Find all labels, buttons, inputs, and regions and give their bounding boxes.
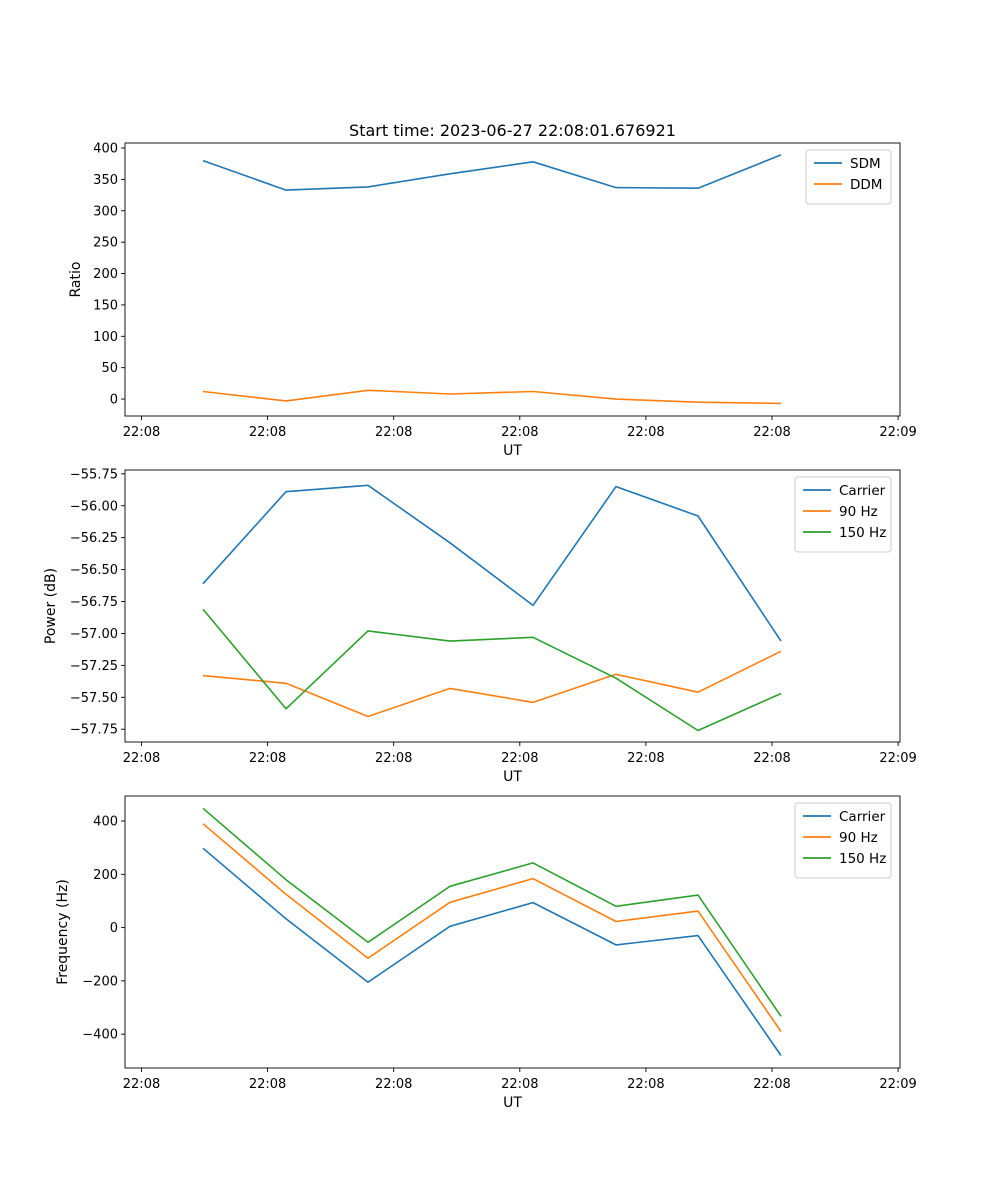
- x-tick-label: 22:08: [375, 1077, 412, 1092]
- legend: SDM DDM: [805, 149, 892, 205]
- x-tick-label: 22:08: [627, 1077, 664, 1092]
- x-tick-label: 22:08: [753, 1077, 790, 1092]
- legend-label: Carrier: [839, 809, 886, 825]
- y-tick-label: 0: [110, 921, 118, 936]
- x-tick-label: 22:08: [501, 751, 538, 766]
- y-axis-label: Ratio: [68, 262, 84, 298]
- legend-label: DDM: [850, 177, 882, 193]
- subplot-1: 22:08 22:08 22:08 22:08 22:08 22:08 22:09 0 50 10…: [68, 142, 917, 459]
- y-tick-label: −57.50: [70, 691, 118, 706]
- series-line-1: [202, 484, 782, 642]
- y-tick-label: 350: [93, 173, 118, 188]
- subplot-2: 22:08 22:08 22:08 22:08 22:08 22:08 22:09 −57.7…: [43, 467, 917, 785]
- y-tick-label: −200: [82, 974, 118, 989]
- y-tick-label: 100: [93, 330, 118, 345]
- x-tick-label: 22:08: [501, 1077, 538, 1092]
- y-tick-label: 400: [93, 142, 118, 157]
- series-line-3: [202, 608, 782, 732]
- series-line-1: [202, 154, 782, 191]
- x-tick-label: 22:08: [123, 751, 160, 766]
- x-tick-label: 22:08: [249, 425, 286, 440]
- series-line-3: [202, 807, 782, 1017]
- y-tick-label: −57.00: [70, 627, 118, 642]
- y-tick-label: 50: [101, 361, 118, 376]
- x-tick-label: 22:09: [879, 1077, 916, 1092]
- axes-frame: [124, 469, 901, 743]
- legend-label: 90 Hz: [839, 830, 878, 846]
- y-axis-label: Frequency (Hz): [55, 879, 71, 985]
- x-tick-label: 22:08: [123, 425, 160, 440]
- x-tick-label: 22:08: [123, 1077, 160, 1092]
- y-tick-label: −55.75: [70, 467, 118, 482]
- legend-box: [794, 476, 892, 553]
- axes-frame: [124, 795, 901, 1069]
- x-tick-label: 22:08: [249, 1077, 286, 1092]
- x-tick-label: 22:08: [375, 751, 412, 766]
- legend-label: SDM: [850, 156, 881, 172]
- x-tick-label: 22:08: [501, 425, 538, 440]
- x-axis-label: UT: [503, 443, 522, 459]
- legend-label: 150 Hz: [839, 851, 886, 867]
- y-tick-label: −56.50: [70, 563, 118, 578]
- x-axis-label: UT: [503, 769, 522, 785]
- legend-box: [794, 802, 892, 879]
- legend-label: 90 Hz: [839, 504, 878, 520]
- y-tick-label: 200: [93, 267, 118, 282]
- x-tick-label: 22:09: [879, 751, 916, 766]
- y-tick-label: 300: [93, 204, 118, 219]
- legend: Carrier 90 Hz 150 Hz: [794, 802, 892, 879]
- x-tick-label: 22:08: [627, 425, 664, 440]
- y-tick-label: 200: [93, 868, 118, 883]
- y-tick-label: 0: [110, 393, 118, 408]
- y-tick-label: −57.25: [70, 659, 118, 674]
- series-line-2: [202, 389, 782, 405]
- y-tick-label: 400: [93, 815, 118, 830]
- y-tick-label: −56.25: [70, 531, 118, 546]
- legend-label: Carrier: [839, 483, 886, 499]
- series-line-1: [202, 847, 782, 1056]
- y-tick-label: −56.75: [70, 595, 118, 610]
- series-line-2: [202, 650, 782, 718]
- y-tick-label: −57.75: [70, 723, 118, 738]
- x-tick-label: 22:08: [753, 425, 790, 440]
- x-tick-label: 22:08: [627, 751, 664, 766]
- y-tick-label: −400: [82, 1028, 118, 1043]
- legend-label: 150 Hz: [839, 525, 886, 541]
- axes-frame: [124, 142, 901, 417]
- x-tick-label: 22:08: [249, 751, 286, 766]
- series-line-2: [202, 823, 782, 1032]
- y-tick-label: −56.00: [70, 499, 118, 514]
- subplot-3: 22:08 22:08 22:08 22:08 22:08 22:08 22:09 −400 −…: [55, 795, 917, 1111]
- x-axis-label: UT: [503, 1095, 522, 1111]
- figure-title: Start time: 2023-06-27 22:08:01.676921: [349, 121, 676, 140]
- y-axis-label: Power (dB): [43, 568, 59, 644]
- x-tick-label: 22:08: [753, 751, 790, 766]
- y-tick-label: 250: [93, 236, 118, 251]
- x-tick-label: 22:08: [375, 425, 412, 440]
- legend: Carrier 90 Hz 150 Hz: [794, 476, 892, 553]
- y-tick-label: 150: [93, 298, 118, 313]
- x-tick-label: 22:09: [879, 425, 916, 440]
